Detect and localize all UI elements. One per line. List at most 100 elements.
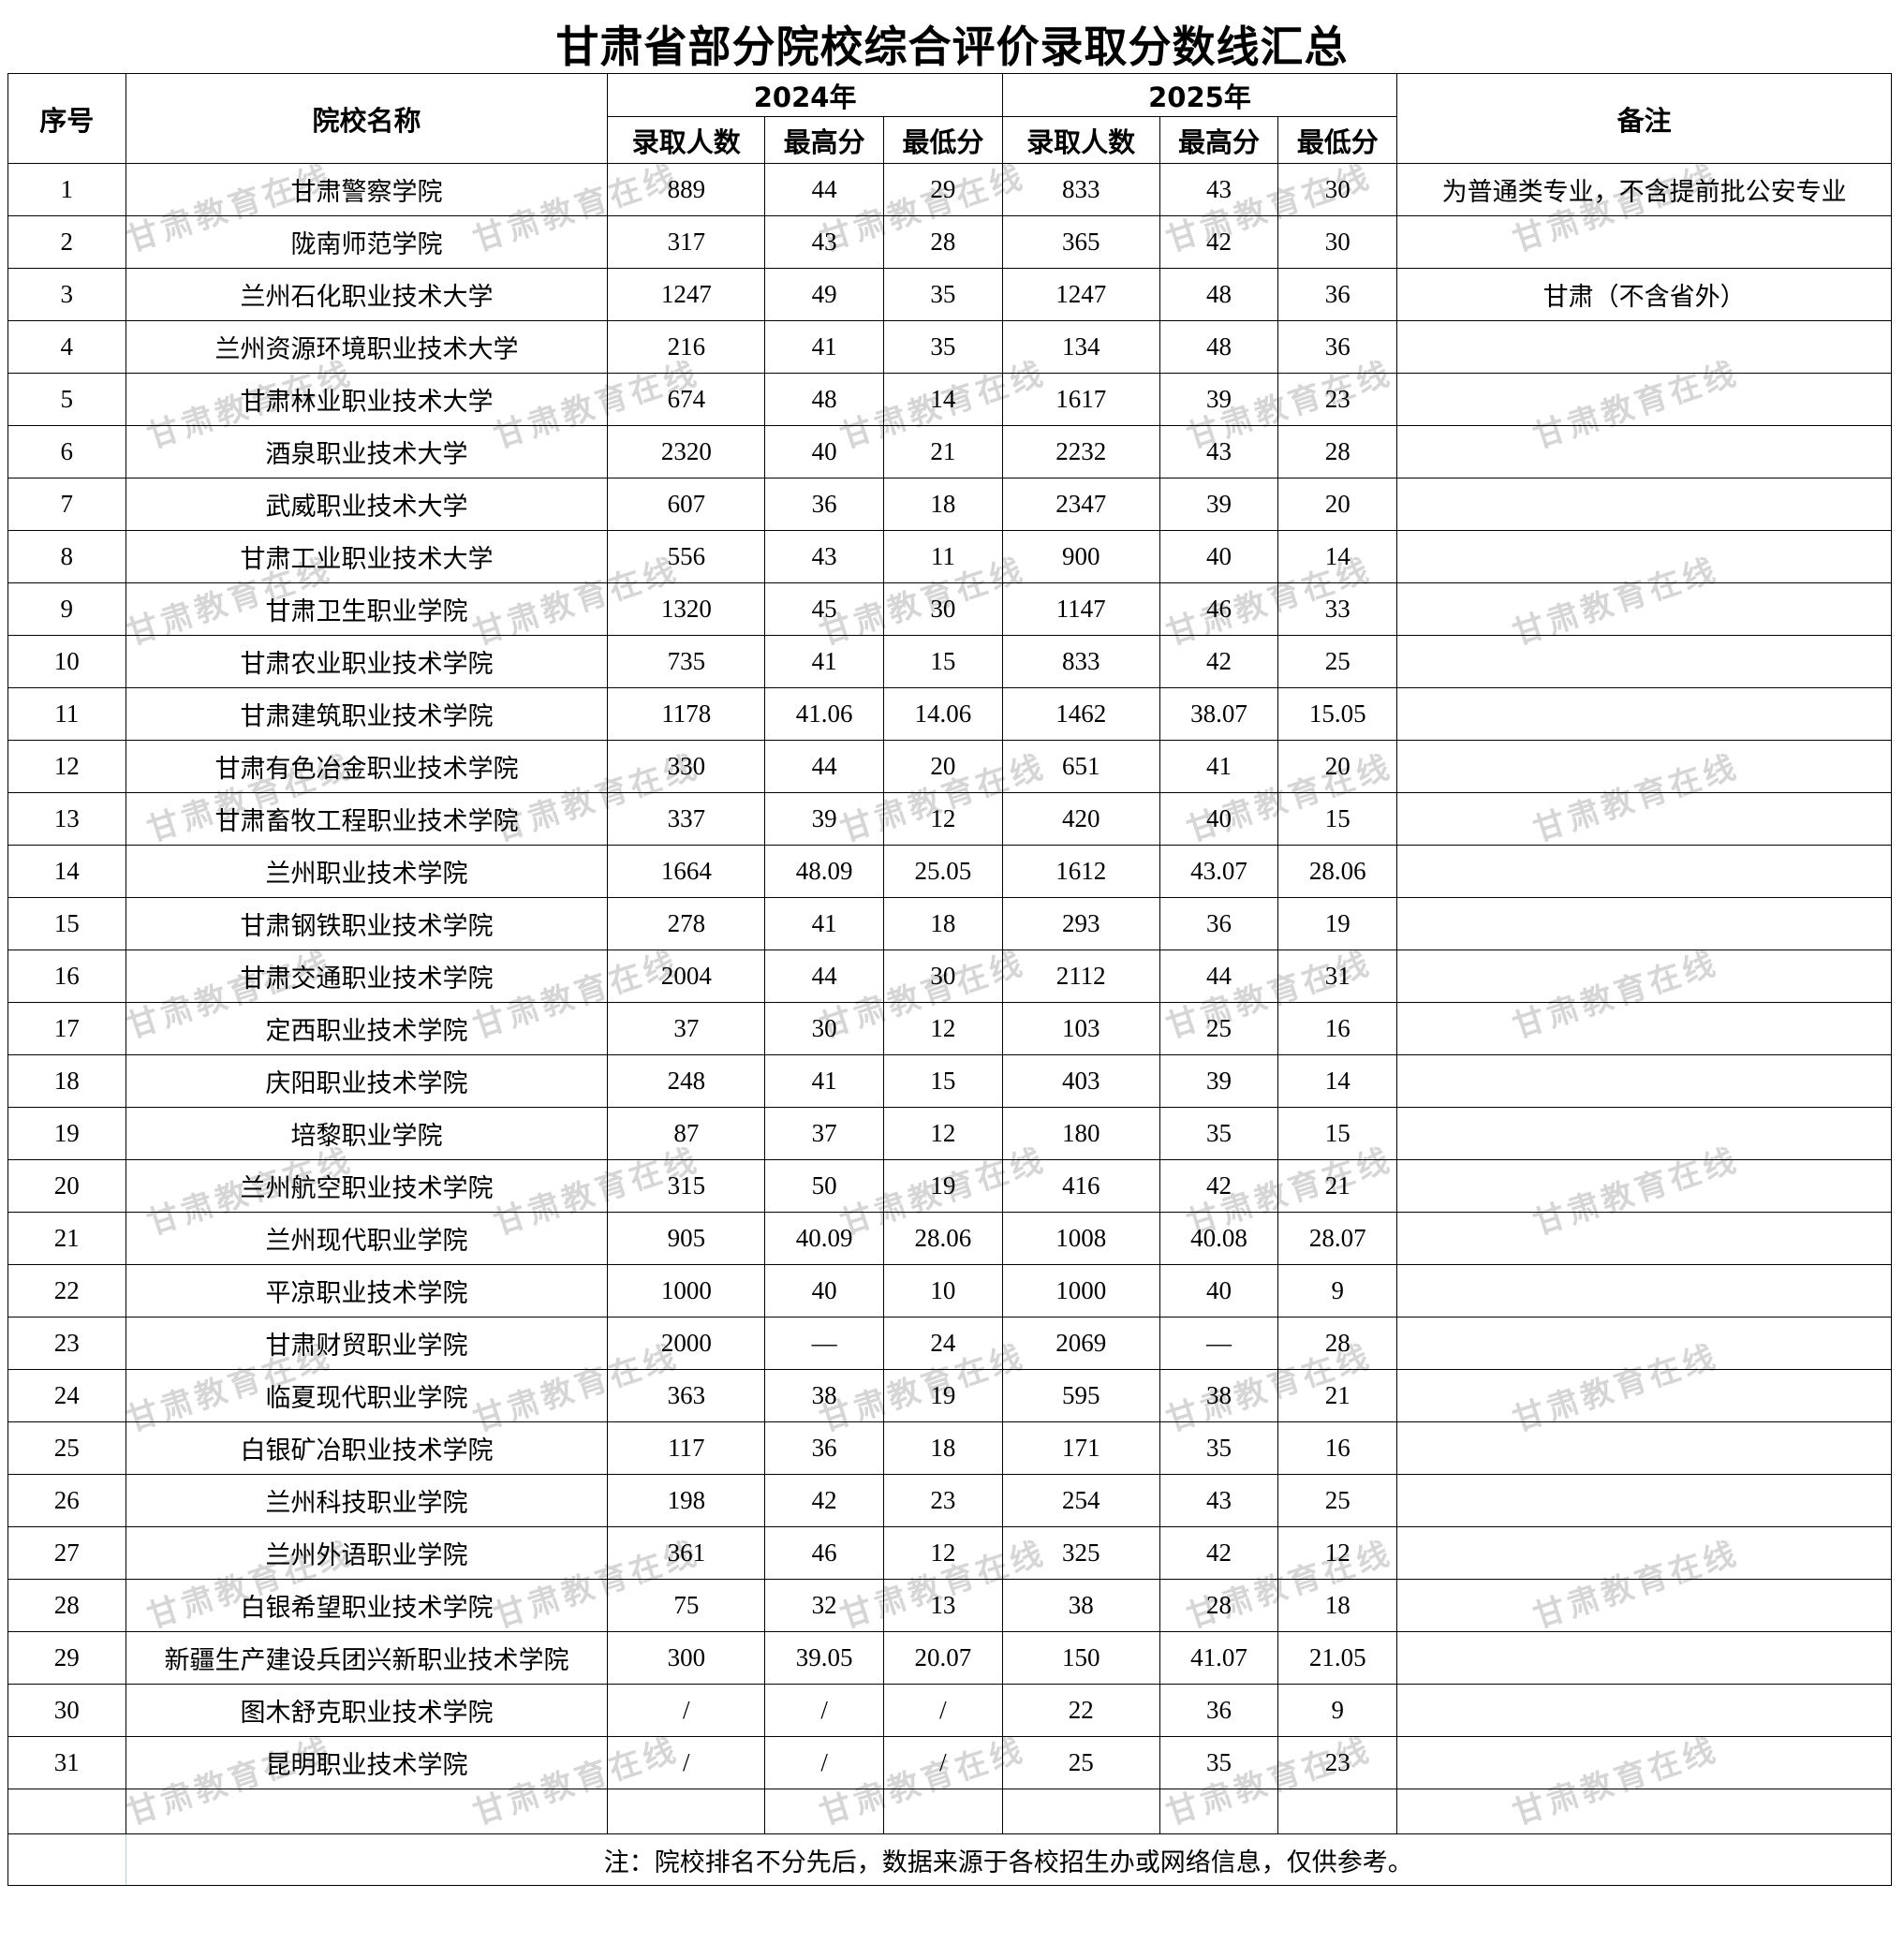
cell-remark: [1396, 1526, 1892, 1580]
cell-2025-low: 31: [1277, 950, 1398, 1003]
cell-2024-low: 19: [883, 1159, 1003, 1213]
cell-seq: 17: [7, 1002, 126, 1055]
cell-2025-high: 38: [1159, 1369, 1279, 1422]
cell-seq: 18: [7, 1054, 126, 1108]
cell-2025-high: 43: [1159, 425, 1279, 478]
cell-2025-count: 1617: [1001, 373, 1160, 426]
cell-2024-high: 39: [764, 792, 884, 846]
cell-2025-high: 39: [1159, 1054, 1279, 1108]
cell-2025-high: 42: [1159, 215, 1279, 269]
cell-2025-low: 12: [1277, 1526, 1398, 1580]
cell-2024-low: 35: [883, 320, 1003, 374]
cell-2025-low: 21: [1277, 1159, 1398, 1213]
cell-2025-count: 365: [1001, 215, 1160, 269]
table-row: 28 白银希望职业技术学院 75 32 13 38 28 18: [7, 1579, 1892, 1632]
header-2025-high: 最高分: [1159, 116, 1279, 164]
cell-2025-high: 43.07: [1159, 845, 1279, 898]
cell-2024-count: 198: [607, 1474, 766, 1527]
cell-remark: [1396, 215, 1892, 269]
cell-2025-count: 2069: [1001, 1317, 1160, 1370]
cell-2025-count: 2232: [1001, 425, 1160, 478]
cell-2025-high: 39: [1159, 373, 1279, 426]
cell-2024-low: 23: [883, 1474, 1003, 1527]
cell-2025-high: 43: [1159, 163, 1279, 216]
cell-school: 甘肃林业职业技术大学: [125, 373, 609, 426]
cell-2025-low: 33: [1277, 582, 1398, 636]
table-row: 25 白银矿冶职业技术学院 117 36 18 171 35 16: [7, 1421, 1892, 1475]
cell-school: 兰州现代职业学院: [125, 1212, 609, 1265]
table-row: 19 培黎职业学院 87 37 12 180 35 15: [7, 1107, 1892, 1160]
cell-2025-count: 2347: [1001, 478, 1160, 531]
cell-2024-count: 674: [607, 373, 766, 426]
table-row: 30 图木舒克职业技术学院 / //22 36 9: [7, 1684, 1892, 1737]
cell-remark: [1396, 1054, 1892, 1108]
cell-school: 甘肃钢铁职业技术学院: [125, 897, 609, 950]
blank-cell: [1396, 1789, 1892, 1834]
cell-2024-high: 41: [764, 635, 884, 688]
cell-2025-low: 30: [1277, 163, 1398, 216]
cell-seq: 24: [7, 1369, 126, 1422]
header-year-2025: 2025年: [1001, 73, 1398, 117]
cell-2024-high: 42: [764, 1474, 884, 1527]
cell-seq: 11: [7, 687, 126, 741]
cell-2025-high: 46: [1159, 582, 1279, 636]
cell-2025-count: 651: [1001, 740, 1160, 793]
cell-2024-high: 32: [764, 1579, 884, 1632]
cell-remark: [1396, 897, 1892, 950]
cell-remark: [1396, 792, 1892, 846]
cell-2024-count: 37: [607, 1002, 766, 1055]
table-row: 21 兰州现代职业学院 905 40.09 28.06 1008 40.08 28.07: [7, 1212, 1892, 1265]
cell-2025-count: 833: [1001, 163, 1160, 216]
table-header: 序号 院校名称 2024年 2025年 备注 录取人数 最高分 最低分 录取人数…: [7, 73, 1892, 164]
table-row: 6 酒泉职业技术大学 2320 40 21 2232 43 28: [7, 425, 1892, 478]
cell-2024-low: /: [883, 1684, 1003, 1737]
cell-2024-low: 28: [883, 215, 1003, 269]
cell-2025-high: 40: [1159, 530, 1279, 583]
table-row: 1 甘肃警察学院 889 44 29 833 43 30 为普通类专业，不含提前批公安专业: [7, 163, 1892, 216]
cell-2024-high: /: [764, 1684, 884, 1737]
cell-2024-high: —: [764, 1317, 884, 1370]
cell-2024-low: 20.07: [883, 1631, 1003, 1685]
cell-remark: [1396, 845, 1892, 898]
cell-remark: [1396, 1159, 1892, 1213]
footer-note-spacer: [7, 1833, 126, 1886]
cell-2025-count: 595: [1001, 1369, 1160, 1422]
cell-2025-low: 36: [1277, 268, 1398, 321]
cell-2024-low: /: [883, 1736, 1003, 1789]
table-row: 3 兰州石化职业技术大学 1247 49 35 1247 48 36 甘肃（不含省外）: [7, 268, 1892, 321]
cell-remark: [1396, 635, 1892, 688]
cell-remark: [1396, 1002, 1892, 1055]
cell-2024-count: 300: [607, 1631, 766, 1685]
header-2024-low: 最低分: [883, 116, 1003, 164]
cell-2025-low: 23: [1277, 373, 1398, 426]
cell-2025-low: 20: [1277, 740, 1398, 793]
cell-remark: [1396, 740, 1892, 793]
cell-2024-count: 317: [607, 215, 766, 269]
table-row: 12 甘肃有色冶金职业技术学院 330 44 20 651 41 20: [7, 740, 1892, 793]
cell-2025-high: 40.08: [1159, 1212, 1279, 1265]
cell-2024-high: 41: [764, 1054, 884, 1108]
cell-seq: 4: [7, 320, 126, 374]
header-2024-high: 最高分: [764, 116, 884, 164]
cell-school: 白银希望职业技术学院: [125, 1579, 609, 1632]
cell-2024-count: 75: [607, 1579, 766, 1632]
cell-2025-count: 900: [1001, 530, 1160, 583]
cell-2025-high: 42: [1159, 1526, 1279, 1580]
cell-remark: [1396, 1317, 1892, 1370]
cell-2025-low: 15.05: [1277, 687, 1398, 741]
cell-2024-high: /: [764, 1736, 884, 1789]
cell-2024-low: 35: [883, 268, 1003, 321]
cell-seq: 22: [7, 1264, 126, 1318]
table-row: 22 平凉职业技术学院 1000 40 10 1000 40 9: [7, 1264, 1892, 1318]
cell-2025-count: 403: [1001, 1054, 1160, 1108]
cell-seq: 10: [7, 635, 126, 688]
cell-2025-count: 416: [1001, 1159, 1160, 1213]
cell-school: 定西职业技术学院: [125, 1002, 609, 1055]
cell-2024-count: 889: [607, 163, 766, 216]
cell-2024-high: 40.09: [764, 1212, 884, 1265]
cell-seq: 7: [7, 478, 126, 531]
admission-scores-table: 序号 院校名称 2024年 2025年 备注 录取人数 最高分 最低分 录取人数…: [7, 73, 1893, 1886]
cell-school: 兰州资源环境职业技术大学: [125, 320, 609, 374]
cell-remark: [1396, 1369, 1892, 1422]
cell-2024-count: 2000: [607, 1317, 766, 1370]
